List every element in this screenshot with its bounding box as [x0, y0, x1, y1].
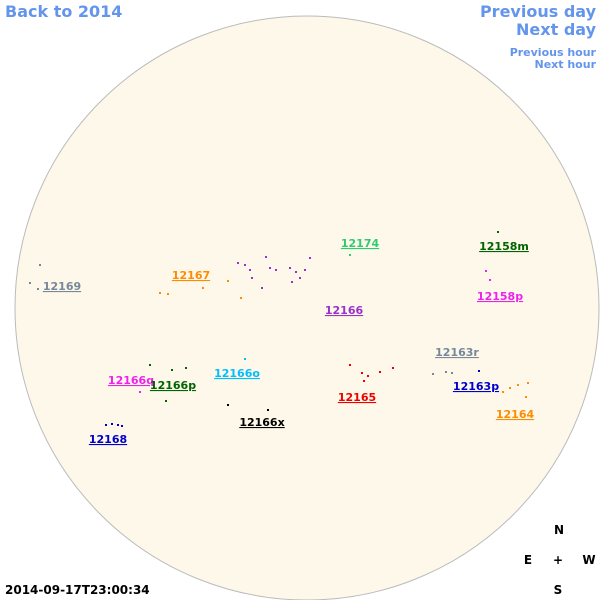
sunspot — [165, 400, 167, 402]
sunspot — [240, 297, 242, 299]
sunspot — [451, 372, 453, 374]
sunspot — [265, 256, 267, 258]
sunspot — [275, 269, 277, 271]
sunspot — [392, 367, 394, 369]
sunspot — [497, 231, 499, 233]
sunspot — [249, 269, 251, 271]
sunspot — [37, 288, 39, 290]
sunspot — [485, 270, 487, 272]
sunspot — [105, 424, 107, 426]
region-label[interactable]: 12166o — [214, 367, 260, 380]
region-label[interactable]: 12168 — [89, 433, 127, 446]
sunspot — [349, 364, 351, 366]
sunspot — [185, 367, 187, 369]
next-day-link[interactable]: Next day — [516, 20, 597, 39]
sunspot — [489, 279, 491, 281]
sunspot — [295, 271, 297, 273]
sunspot — [367, 375, 369, 377]
region-label[interactable]: 12158m — [479, 240, 529, 253]
sunspot — [227, 404, 229, 406]
sunspot — [111, 423, 113, 425]
sunspot — [244, 358, 246, 360]
solar-disk — [14, 15, 600, 600]
sunspot — [478, 370, 480, 372]
sunspot — [379, 371, 381, 373]
previous-day-link[interactable]: Previous day — [480, 2, 597, 21]
region-label[interactable]: 12163r — [435, 346, 479, 359]
region-label[interactable]: 12166p — [150, 379, 196, 392]
compass-north: N — [554, 523, 564, 537]
sunspot — [244, 264, 246, 266]
compass-west: W — [582, 553, 595, 567]
region-label[interactable]: 12163p — [453, 380, 499, 393]
region-label[interactable]: 12158p — [477, 290, 523, 303]
sunspot — [202, 287, 204, 289]
sunspot — [517, 384, 519, 386]
compass-south: S — [554, 583, 563, 597]
region-label[interactable]: 12166 — [325, 304, 364, 317]
sunspot — [309, 257, 311, 259]
sunspot — [237, 262, 239, 264]
sunspot — [121, 425, 123, 427]
next-hour-link[interactable]: Next hour — [535, 58, 597, 71]
region-label[interactable]: 12167 — [172, 269, 210, 282]
previous-hour-link[interactable]: Previous hour — [510, 46, 597, 59]
back-link[interactable]: Back to 2014 — [5, 2, 122, 21]
sunspot — [139, 391, 141, 393]
sunspot — [432, 373, 434, 375]
sunspot — [159, 292, 161, 294]
sunspot — [299, 277, 301, 279]
region-label[interactable]: 12166x — [239, 416, 284, 429]
sunspot — [361, 372, 363, 374]
region-label[interactable]: 12166q — [108, 374, 154, 387]
region-label[interactable]: 12169 — [43, 280, 81, 293]
sunspot — [29, 282, 31, 284]
sunspot — [291, 281, 293, 283]
sunspot — [117, 424, 119, 426]
sunspot — [304, 269, 306, 271]
region-label[interactable]: 12165 — [338, 391, 376, 404]
sunspot — [261, 287, 263, 289]
region-label[interactable]: 12164 — [496, 408, 535, 421]
sunspot — [502, 391, 504, 393]
timestamp: 2014-09-17T23:00:34 — [5, 583, 150, 597]
compass-east: E — [524, 553, 532, 567]
sunspot — [171, 369, 173, 371]
sunspot — [251, 277, 253, 279]
sunspot — [363, 380, 365, 382]
sunspot — [289, 267, 291, 269]
sunspot — [39, 264, 41, 266]
sunspot — [267, 409, 269, 411]
sunspot — [227, 280, 229, 282]
sunspot — [349, 254, 351, 256]
sunspot — [527, 382, 529, 384]
sunspot — [525, 396, 527, 398]
region-label[interactable]: 12174 — [341, 237, 380, 250]
sunspot — [445, 371, 447, 373]
sunspot — [149, 364, 151, 366]
compass-center: + — [553, 553, 563, 567]
sunspot — [509, 387, 511, 389]
sunspot — [167, 293, 169, 295]
sunspot — [269, 267, 271, 269]
